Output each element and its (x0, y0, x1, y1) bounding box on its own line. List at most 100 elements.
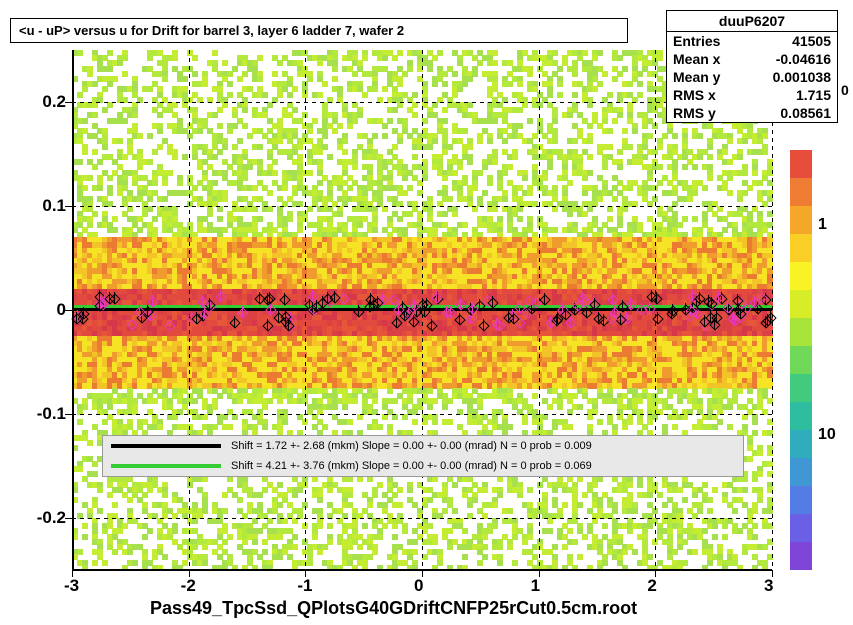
heatmap-cell (162, 196, 168, 202)
heatmap-cell (527, 190, 533, 196)
heatmap-cell (567, 211, 573, 217)
heatmap-cell (152, 180, 158, 186)
heatmap-cell (752, 170, 758, 176)
heatmap-cell (442, 211, 448, 217)
heatmap-cell (102, 144, 108, 150)
heatmap-cell (512, 154, 518, 160)
heatmap-cell (77, 92, 83, 98)
heatmap-cell (582, 190, 588, 196)
heatmap-cell (442, 107, 448, 113)
heatmap-cell (222, 196, 228, 202)
heatmap-cell (342, 149, 348, 155)
heatmap-cell (147, 133, 153, 139)
heatmap-cell (317, 149, 323, 155)
heatmap-cell (412, 154, 418, 160)
heatmap-cell (487, 138, 493, 144)
heatmap-cell (92, 81, 98, 87)
heatmap-cell (397, 216, 403, 222)
heatmap-cell (617, 149, 623, 155)
heatmap-cell (702, 185, 708, 191)
heatmap-cell (382, 133, 388, 139)
heatmap-cell (232, 144, 238, 150)
heatmap-cell (602, 71, 608, 77)
heatmap-cell (687, 196, 693, 202)
heatmap-cell (602, 164, 608, 170)
heatmap-cell (242, 107, 248, 113)
heatmap-cell (82, 118, 88, 124)
heatmap-cell (442, 175, 448, 181)
heatmap-cell (617, 164, 623, 170)
heatmap-cell (427, 66, 433, 72)
heatmap-cell (77, 50, 83, 56)
heatmap-cell (117, 138, 123, 144)
heatmap-cell (212, 154, 218, 160)
heatmap-cell (572, 138, 578, 144)
heatmap-cell (727, 159, 733, 165)
heatmap-cell (217, 216, 223, 222)
heatmap-cell (382, 123, 388, 129)
heatmap-cell (282, 185, 288, 191)
heatmap-cell (707, 175, 713, 181)
heatmap-cell (222, 60, 228, 66)
heatmap-cell (657, 164, 663, 170)
heatmap-cell (247, 133, 253, 139)
heatmap-cell (347, 123, 353, 129)
heatmap-cell (612, 76, 618, 82)
heatmap-cell (742, 170, 748, 176)
heatmap-cell (762, 149, 768, 155)
heatmap-cell (107, 66, 113, 72)
heatmap-cell (212, 50, 218, 56)
heatmap-cell (517, 216, 523, 222)
heatmap-cell (172, 154, 178, 160)
heatmap-cell (382, 55, 388, 61)
heatmap-cell (432, 81, 438, 87)
heatmap-cell (262, 92, 268, 98)
heatmap-cell (567, 112, 573, 118)
heatmap-cell (612, 118, 618, 124)
heatmap-cell (637, 81, 643, 87)
heatmap-cell (642, 123, 648, 129)
heatmap-cell (182, 154, 188, 160)
heatmap-cell (257, 144, 263, 150)
heatmap-cell (112, 227, 118, 233)
heatmap-cell (177, 180, 183, 186)
heatmap-cell (522, 175, 528, 181)
heatmap-cell (122, 154, 128, 160)
heatmap-cell (157, 128, 163, 134)
heatmap-cell (147, 86, 153, 92)
heatmap-cell (487, 180, 493, 186)
heatmap-cell (507, 81, 513, 87)
heatmap-cell (492, 60, 498, 66)
heatmap-cell (92, 164, 98, 170)
heatmap-cell (697, 154, 703, 160)
heatmap-cell (592, 86, 598, 92)
heatmap-cell (587, 154, 593, 160)
heatmap-cell (137, 133, 143, 139)
heatmap-cell (627, 185, 633, 191)
heatmap-cell (332, 76, 338, 82)
heatmap-cell (197, 128, 203, 134)
heatmap-cell (227, 81, 233, 87)
heatmap-cell (467, 159, 473, 165)
heatmap-cell (307, 170, 313, 176)
heatmap-cell (192, 55, 198, 61)
heatmap-cell (622, 128, 628, 134)
heatmap-cell (87, 71, 93, 77)
heatmap-cell (97, 185, 103, 191)
heatmap-cell (632, 128, 638, 134)
heatmap-cell (172, 55, 178, 61)
heatmap-cell (462, 222, 468, 228)
heatmap-cell (272, 71, 278, 77)
heatmap-cell (157, 112, 163, 118)
heatmap-cell (382, 86, 388, 92)
heatmap-cell (737, 154, 743, 160)
heatmap-cell (447, 196, 453, 202)
heatmap-cell (237, 76, 243, 82)
heatmap-cell (727, 190, 733, 196)
heatmap-cell (627, 144, 633, 150)
heatmap-cell (492, 159, 498, 165)
heatmap-cell (202, 81, 208, 87)
heatmap-cell (607, 144, 613, 150)
heatmap-cell (227, 128, 233, 134)
heatmap-cell (77, 159, 83, 165)
